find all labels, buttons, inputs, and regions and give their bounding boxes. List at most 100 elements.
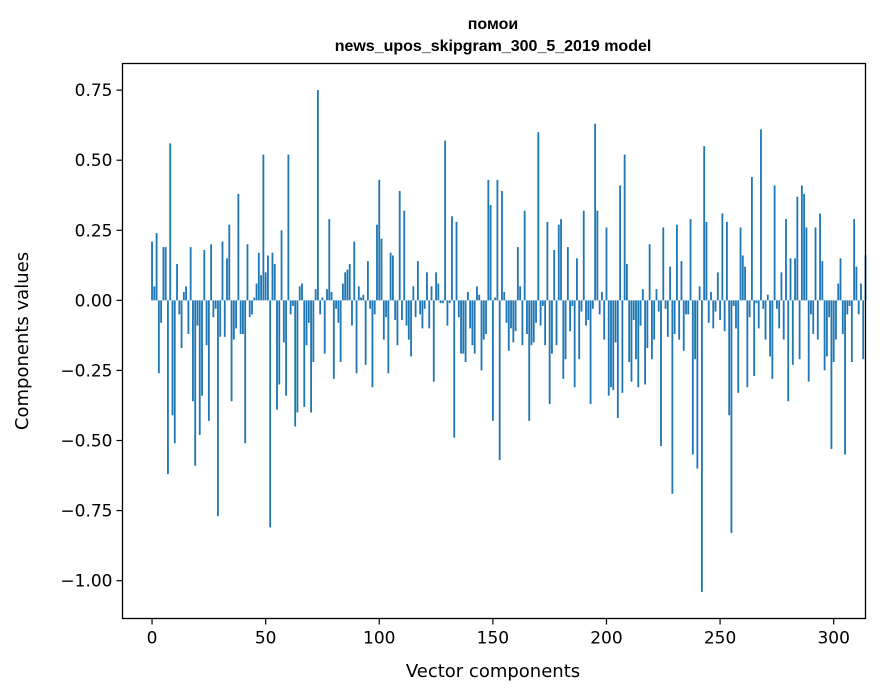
bar [157,300,160,374]
bar [857,300,860,315]
plot-area-frame [121,62,867,620]
bar [860,283,862,301]
bar [580,300,583,312]
bar [841,300,844,334]
bar [510,300,512,329]
bar [603,300,606,340]
bar [310,300,312,413]
bar [712,300,715,329]
bar [651,300,653,360]
bar [812,300,815,334]
bar [444,140,447,301]
bar [487,179,490,301]
bar [401,300,403,320]
x-tick-label: 300 [817,629,849,649]
bar [750,177,753,301]
bar [423,300,426,309]
bar [242,300,244,334]
x-tick-label: 250 [704,629,736,649]
bar [494,297,497,301]
bar [362,294,365,301]
bar [380,238,383,301]
bar [698,286,701,301]
bar [214,300,217,309]
bar [314,289,317,301]
bar [326,289,328,301]
bar [805,227,808,301]
bar [707,300,710,323]
bar [610,300,612,388]
bar [835,300,837,340]
chart-title-line1: помои [468,16,518,33]
bar [664,300,667,309]
bar [644,300,647,385]
bar [637,300,640,388]
bar [378,179,381,301]
bar [714,300,717,312]
bar [473,300,476,354]
bar [623,154,626,301]
bar [414,300,417,318]
y-axis-ticks: 0.75 0.50 0.25 0.00 −0.25 −0.50 −0.75 −1.00 [60,81,123,592]
bar [151,241,153,301]
bar [446,300,449,326]
bar [862,300,865,360]
bar [719,300,721,320]
bar [246,244,249,301]
bar [398,191,401,301]
bar [594,123,597,301]
bar [646,300,649,349]
bar [480,300,483,371]
bar [419,300,422,315]
bar [582,210,585,301]
bar [257,252,260,301]
bar [680,261,683,301]
bar [669,266,672,301]
bar [244,300,247,444]
bar [294,300,297,427]
bar [589,300,592,405]
y-tick-label: 0.50 [75,151,113,171]
bar [619,185,622,301]
bar [737,300,740,393]
bar [155,233,158,301]
bar [685,300,687,315]
bar [212,300,215,318]
bar [657,300,660,312]
y-tick-label: 0.25 [75,221,113,241]
bar [837,283,840,301]
bar [439,300,442,304]
bar [621,300,624,393]
bar [539,300,542,326]
bar [469,300,472,329]
bar [771,300,774,379]
bar [614,300,617,343]
bar [171,300,174,416]
bar [207,300,210,421]
bar [769,300,771,357]
bar [478,294,481,301]
y-tick-label: −0.75 [60,502,112,522]
bar [341,283,344,301]
bar [278,300,281,385]
bar [237,193,240,301]
bar [287,154,290,301]
bar [471,300,474,346]
bar [666,300,669,337]
bar [585,300,587,326]
bar [221,241,224,301]
y-axis-label: Components values [12,252,33,430]
bar [628,300,631,363]
bar [853,219,856,301]
bar [739,227,742,301]
bar [430,286,433,301]
bar [264,272,267,301]
bar [330,291,333,301]
bar [285,300,288,396]
bar [353,241,356,301]
bar [796,196,799,301]
bar [641,289,644,301]
bar [671,300,674,494]
